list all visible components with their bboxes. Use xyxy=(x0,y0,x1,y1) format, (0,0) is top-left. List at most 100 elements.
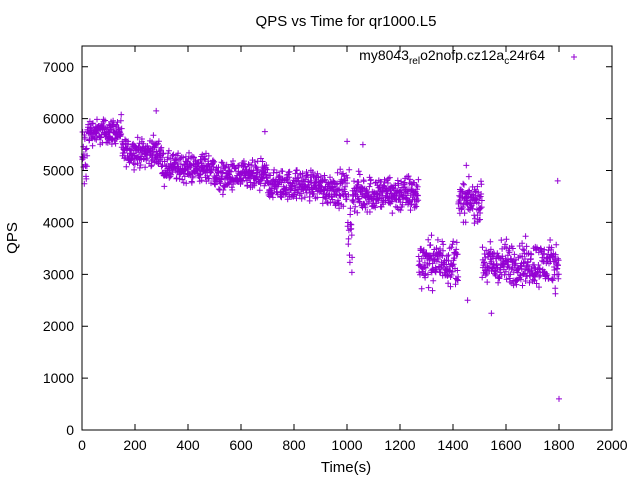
data-point xyxy=(510,282,517,289)
data-point xyxy=(450,261,457,268)
data-point xyxy=(239,178,246,185)
data-point xyxy=(448,244,455,251)
data-point xyxy=(230,158,236,164)
data-point xyxy=(333,191,340,198)
data-point xyxy=(438,252,445,258)
data-point xyxy=(550,275,556,282)
data-point xyxy=(488,310,495,317)
chart-title: QPS vs Time for qr1000.L5 xyxy=(256,13,437,30)
data-point xyxy=(554,255,561,262)
data-point xyxy=(93,136,100,143)
x-tick-label: 1200 xyxy=(384,437,415,453)
x-tick-label: 0 xyxy=(78,437,86,453)
legend-part: 2nofp.cz12a xyxy=(428,47,504,63)
data-point xyxy=(348,221,355,228)
data-point xyxy=(536,273,543,280)
data-point xyxy=(452,281,459,288)
legend-sub: rel xyxy=(409,56,420,67)
data-point xyxy=(428,232,435,239)
data-point xyxy=(310,190,317,197)
x-tick-label: 1800 xyxy=(543,437,574,453)
y-tick-label: 5000 xyxy=(43,163,74,179)
data-point xyxy=(186,149,192,156)
data-point xyxy=(352,203,359,210)
data-point xyxy=(335,197,341,204)
data-point xyxy=(509,245,516,252)
data-point xyxy=(552,251,559,258)
data-point xyxy=(356,171,363,178)
data-point xyxy=(342,183,349,190)
data-point xyxy=(100,123,107,130)
data-point xyxy=(177,155,184,162)
data-point xyxy=(547,237,554,243)
data-point xyxy=(417,271,423,278)
data-point xyxy=(463,162,470,169)
data-point xyxy=(531,277,538,284)
data-point xyxy=(245,161,252,168)
data-point xyxy=(413,203,420,210)
data-point xyxy=(118,131,125,137)
data-point xyxy=(173,175,180,182)
data-point xyxy=(208,180,214,187)
data-point xyxy=(544,272,551,279)
data-point xyxy=(545,275,552,282)
data-point xyxy=(520,260,527,267)
data-point xyxy=(450,238,457,245)
data-point xyxy=(344,174,351,181)
data-point xyxy=(102,117,108,124)
data-point xyxy=(170,151,177,158)
y-tick-label: 2000 xyxy=(43,318,74,334)
data-point xyxy=(449,268,456,275)
data-point xyxy=(455,273,462,280)
data-point xyxy=(82,146,89,153)
data-point xyxy=(487,238,494,245)
legend-sub: c xyxy=(504,56,509,67)
legend-label: my8043relo2nofp.cz12ac24r64 xyxy=(359,47,545,67)
data-point xyxy=(429,260,436,267)
data-point xyxy=(259,176,265,182)
data-point xyxy=(351,178,357,185)
data-point xyxy=(137,162,144,168)
data-point xyxy=(446,245,453,252)
data-point xyxy=(142,164,149,171)
data-point xyxy=(150,149,157,156)
data-point xyxy=(479,244,486,251)
data-point xyxy=(215,164,222,171)
data-point xyxy=(414,183,421,190)
data-point xyxy=(362,204,369,211)
data-point xyxy=(479,274,486,281)
data-point xyxy=(555,257,562,264)
data-point xyxy=(255,166,261,173)
data-point xyxy=(349,254,356,261)
data-point xyxy=(114,119,121,126)
data-point xyxy=(343,172,350,179)
data-point xyxy=(198,177,205,184)
data-point xyxy=(472,215,478,222)
data-point xyxy=(153,107,160,114)
data-point xyxy=(440,247,446,254)
data-point xyxy=(83,145,90,152)
data-point xyxy=(511,251,518,258)
data-point xyxy=(427,255,434,262)
data-point xyxy=(517,276,524,283)
data-point xyxy=(534,244,540,251)
data-point xyxy=(89,142,96,149)
data-point xyxy=(294,175,301,182)
data-point xyxy=(188,179,195,186)
data-point xyxy=(94,116,100,123)
data-point xyxy=(308,177,315,184)
x-tick-label: 400 xyxy=(176,437,200,453)
data-point xyxy=(317,188,324,194)
data-point xyxy=(498,237,505,244)
data-point xyxy=(425,236,432,243)
data-point xyxy=(322,176,329,183)
data-point xyxy=(429,287,436,294)
data-point xyxy=(347,211,354,218)
data-point xyxy=(155,138,162,145)
data-point xyxy=(286,168,293,175)
x-tick-label: 200 xyxy=(123,437,147,453)
data-point xyxy=(519,282,526,289)
data-point xyxy=(492,268,499,275)
data-point xyxy=(131,161,138,168)
data-point xyxy=(482,254,489,261)
